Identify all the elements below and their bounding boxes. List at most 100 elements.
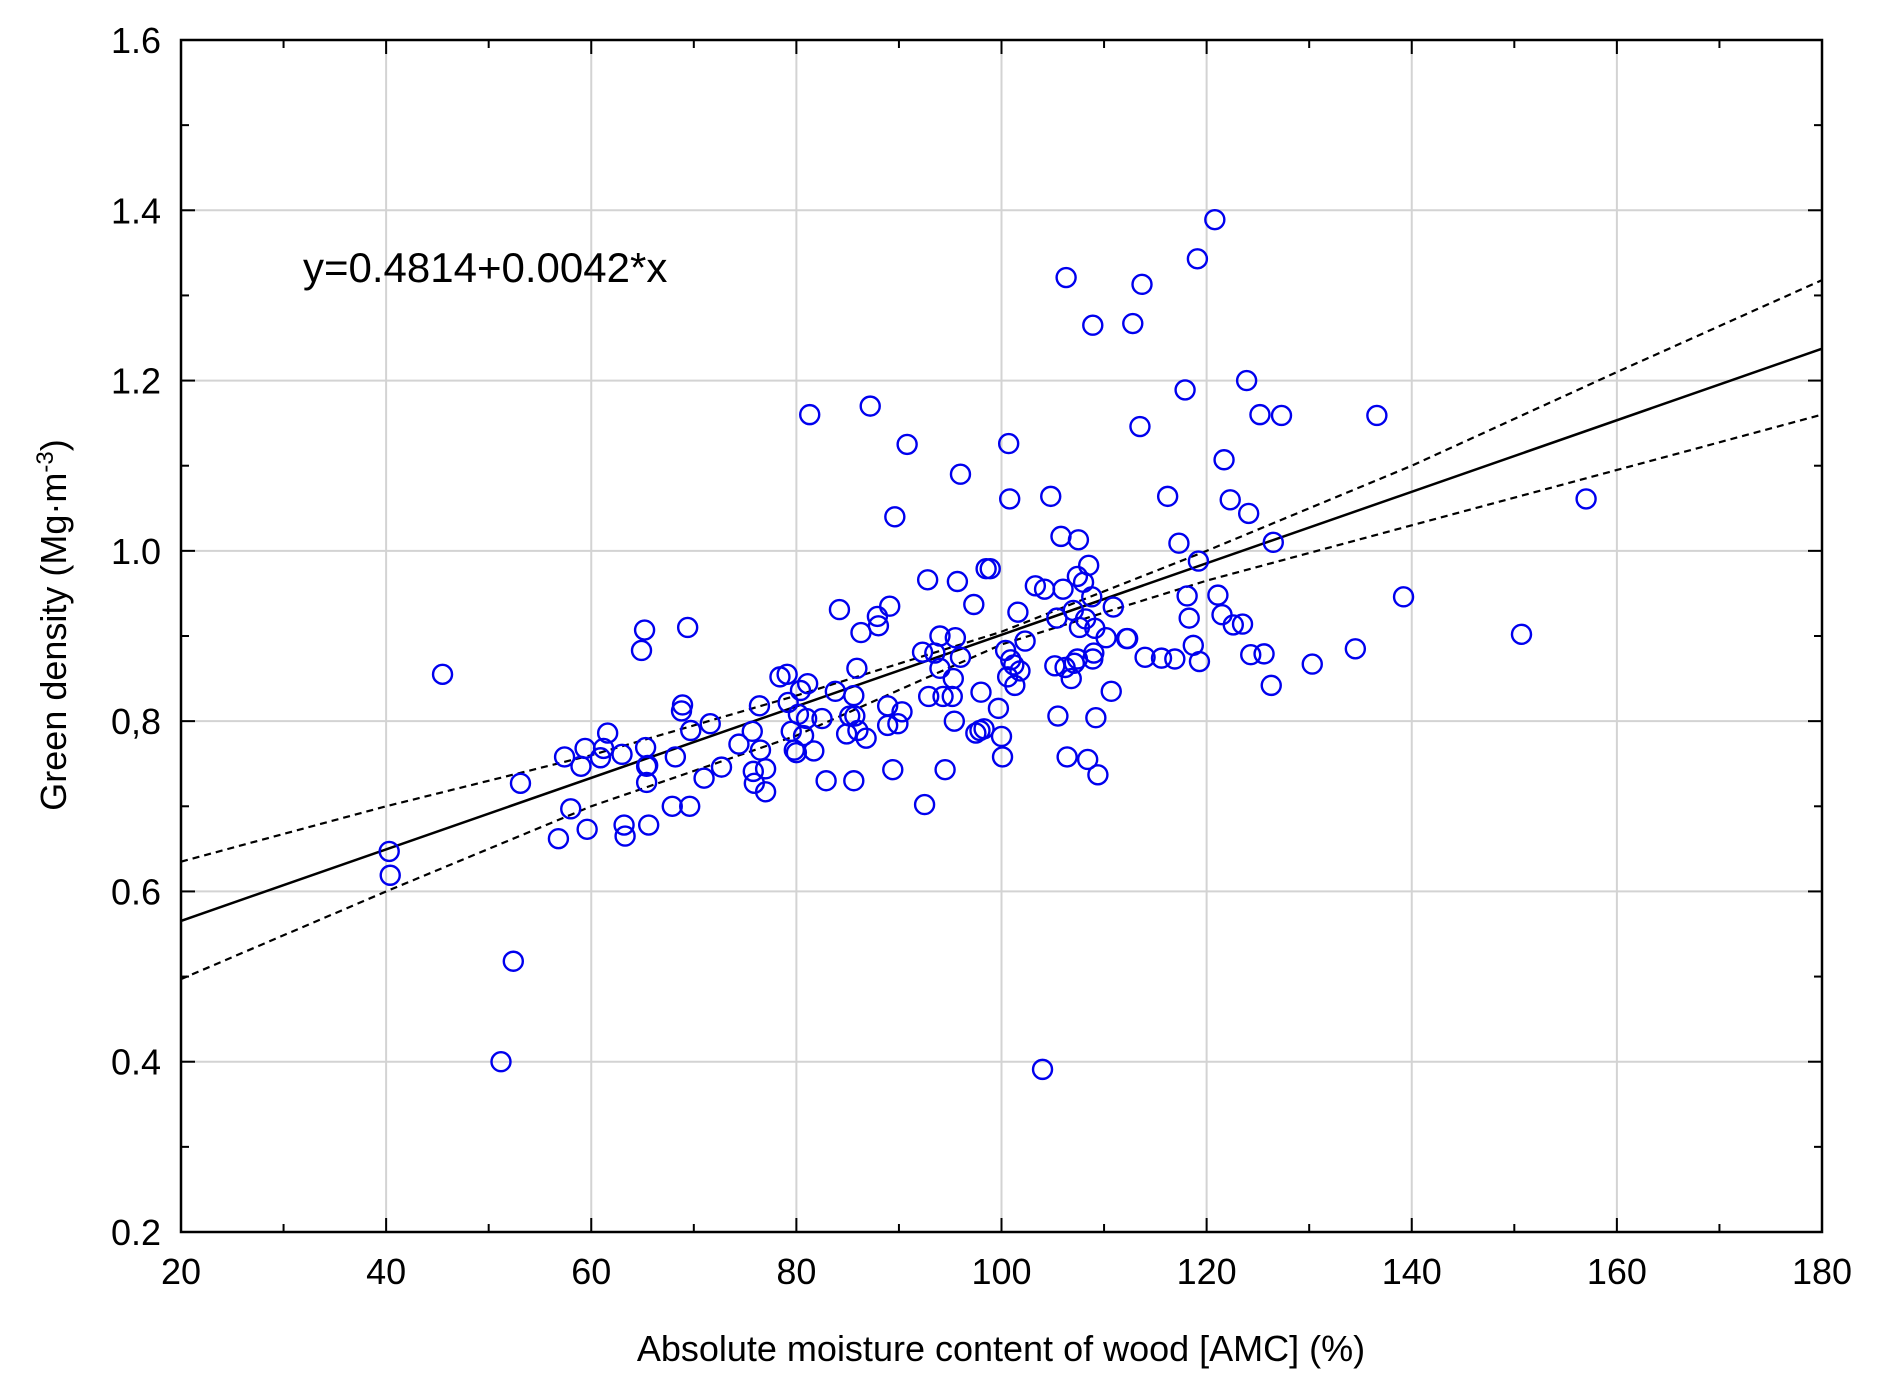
data-point (815, 770, 837, 792)
data-point (946, 570, 969, 593)
regression-equation: y=0.4814+0.0042*x (303, 244, 667, 291)
data-point (611, 743, 633, 766)
data-point (630, 639, 653, 662)
data-point (1050, 525, 1072, 548)
data-point (891, 701, 913, 723)
y-tick-label: 0.4 (111, 1042, 161, 1083)
data-point (748, 695, 771, 717)
data-point (944, 627, 967, 649)
x-tick-label: 160 (1587, 1251, 1647, 1292)
data-point (917, 685, 940, 708)
data-point (963, 593, 985, 616)
data-point (1213, 449, 1235, 471)
data-point (916, 569, 939, 591)
y-axis-title-tail: ) (33, 439, 74, 451)
data-point (1003, 654, 1025, 676)
data-point (553, 746, 576, 768)
data-point (799, 403, 821, 426)
data-point (850, 621, 872, 644)
x-tick-label: 120 (1177, 1251, 1237, 1292)
data-point (754, 781, 777, 803)
data-point (1060, 667, 1082, 690)
data-point (1081, 586, 1103, 608)
data-point (1207, 584, 1229, 606)
data-point (636, 754, 659, 777)
data-point (560, 798, 582, 820)
data-point (592, 737, 615, 760)
data-point (1040, 485, 1062, 508)
confidence-band-lower (180, 413, 1823, 981)
y-tick-label: 1.4 (111, 190, 161, 231)
data-point (1219, 489, 1241, 511)
data-point (664, 746, 687, 768)
data-point (999, 488, 1021, 510)
data-point (1014, 630, 1036, 652)
y-axis-title: Green density (Mg·m-3) (32, 439, 74, 810)
data-points (378, 208, 1597, 1081)
data-point (378, 840, 400, 863)
data-point (1366, 404, 1388, 427)
data-point (911, 641, 934, 663)
x-tick-label: 140 (1382, 1251, 1442, 1292)
data-point (835, 723, 858, 745)
data-point (596, 722, 619, 744)
data-point (879, 595, 901, 617)
x-tick-label: 180 (1792, 1251, 1852, 1292)
data-point (1249, 403, 1271, 426)
data-point (1085, 707, 1107, 729)
data-point (661, 795, 683, 817)
data-point (1066, 565, 1089, 588)
y-tick-labels: 0.2 0.4 0.6 0,8 1.0 1.2 1.4 1.6 (111, 20, 161, 1253)
data-point (811, 707, 833, 730)
data-point (1056, 746, 1078, 768)
data-point (635, 771, 658, 794)
data-point (1055, 266, 1077, 289)
data-point (991, 746, 1014, 768)
data-point (973, 718, 995, 740)
data-point (379, 864, 401, 886)
data-point (932, 685, 954, 708)
data-point (1240, 644, 1262, 666)
data-point (589, 747, 612, 769)
data-point (680, 719, 702, 742)
y-tick-label: 0.6 (111, 871, 161, 912)
data-point (990, 725, 1013, 748)
data-point (929, 625, 951, 647)
data-point (843, 770, 865, 792)
data-point (1253, 643, 1275, 665)
data-point (1164, 648, 1186, 670)
data-point (1067, 529, 1090, 551)
data-point (876, 714, 899, 737)
data-point (1187, 550, 1210, 572)
confidence-band-upper (180, 279, 1823, 863)
data-point (796, 672, 819, 695)
data-point (979, 558, 1001, 580)
data-point (867, 615, 890, 637)
data-point (913, 793, 936, 816)
data-point (431, 663, 454, 686)
data-point (547, 827, 570, 850)
data-point (1231, 613, 1254, 635)
data-point (754, 758, 777, 780)
y-axis-title-main: Green density (Mg·m (33, 473, 74, 811)
data-point (789, 679, 812, 702)
data-point (846, 657, 868, 680)
data-point (1031, 1058, 1054, 1081)
data-point (1102, 596, 1124, 618)
data-point (490, 1051, 512, 1073)
data-point (613, 814, 635, 836)
data-point (1235, 369, 1258, 392)
x-tick-label: 80 (776, 1251, 816, 1292)
data-point (855, 727, 877, 749)
axis-ticks (180, 39, 1823, 1233)
data-point (576, 818, 598, 840)
data-point (882, 758, 904, 781)
data-point (1188, 650, 1211, 673)
y-tick-label: 0,8 (111, 701, 161, 742)
data-point (1087, 764, 1109, 786)
data-point (949, 463, 972, 485)
data-point (1131, 273, 1153, 296)
data-point (1204, 208, 1226, 231)
data-point (943, 710, 966, 732)
